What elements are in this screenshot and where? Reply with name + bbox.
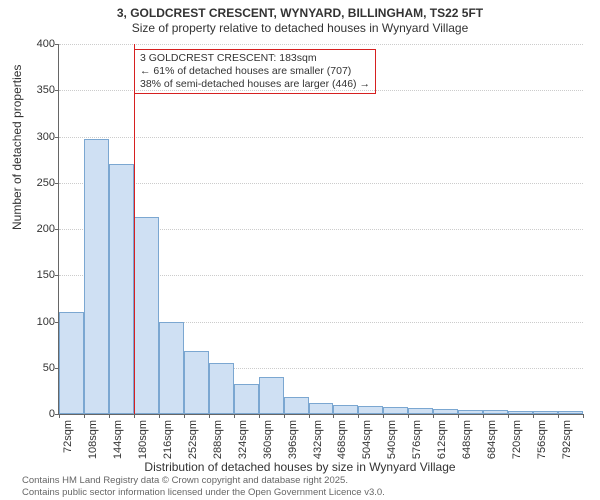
page-title-line2: Size of property relative to detached ho… (0, 20, 600, 35)
histogram-bar (109, 164, 134, 414)
gridline (59, 183, 583, 184)
histogram-bar (333, 405, 358, 414)
x-tick-mark (483, 414, 484, 418)
histogram-bar (358, 406, 383, 414)
x-tick-label: 396sqm (287, 420, 299, 459)
x-tick-label: 720sqm (511, 420, 523, 459)
x-tick-label: 252sqm (187, 420, 199, 459)
x-tick-mark (309, 414, 310, 418)
footer: Contains HM Land Registry data © Crown c… (22, 475, 385, 498)
y-tick-label: 150 (37, 269, 59, 281)
histogram-bar (134, 217, 159, 414)
histogram-bar (209, 363, 234, 414)
x-tick-label: 612sqm (436, 420, 448, 459)
histogram-bar (284, 397, 309, 414)
y-axis-label: Number of detached properties (10, 65, 24, 230)
page-title-line1: 3, GOLDCREST CRESCENT, WYNYARD, BILLINGH… (0, 0, 600, 20)
x-tick-mark (234, 414, 235, 418)
x-tick-label: 288sqm (212, 420, 224, 459)
x-tick-mark (184, 414, 185, 418)
x-tick-label: 792sqm (561, 420, 573, 459)
y-tick-label: 400 (37, 38, 59, 50)
x-tick-mark (134, 414, 135, 418)
y-tick-label: 0 (49, 408, 59, 420)
x-tick-label: 360sqm (262, 420, 274, 459)
x-tick-label: 468sqm (336, 420, 348, 459)
histogram-bar (383, 407, 408, 414)
x-tick-mark (558, 414, 559, 418)
x-tick-label: 504sqm (361, 420, 373, 459)
x-tick-mark (109, 414, 110, 418)
histogram-bar (533, 411, 558, 414)
histogram-bar (408, 408, 433, 414)
x-tick-mark (209, 414, 210, 418)
x-tick-mark (159, 414, 160, 418)
y-tick-label: 250 (37, 177, 59, 189)
annotation-box: 3 GOLDCREST CRESCENT: 183sqm ← 61% of de… (134, 49, 376, 94)
chart-container: 3, GOLDCREST CRESCENT, WYNYARD, BILLINGH… (0, 0, 600, 500)
x-tick-mark (433, 414, 434, 418)
x-tick-mark (583, 414, 584, 418)
y-tick-label: 350 (37, 84, 59, 96)
reference-line (134, 44, 135, 414)
x-tick-label: 324sqm (237, 420, 249, 459)
x-tick-label: 72sqm (62, 420, 74, 453)
histogram-bar (184, 351, 209, 414)
x-tick-mark (259, 414, 260, 418)
x-tick-mark (84, 414, 85, 418)
y-tick-label: 200 (37, 223, 59, 235)
x-tick-mark (284, 414, 285, 418)
y-tick-label: 100 (37, 316, 59, 328)
x-tick-label: 108sqm (87, 420, 99, 459)
histogram-bar (234, 384, 259, 414)
x-tick-label: 648sqm (461, 420, 473, 459)
histogram-bar (259, 377, 284, 414)
x-tick-mark (59, 414, 60, 418)
x-tick-label: 684sqm (486, 420, 498, 459)
histogram-bar (483, 410, 508, 414)
gridline (59, 137, 583, 138)
x-tick-mark (533, 414, 534, 418)
chart-area: 3 GOLDCREST CRESCENT: 183sqm ← 61% of de… (58, 44, 582, 414)
annotation-line1: 3 GOLDCREST CRESCENT: 183sqm (140, 52, 370, 65)
histogram-bar (558, 411, 583, 414)
histogram-bar (84, 139, 109, 414)
x-tick-mark (333, 414, 334, 418)
x-tick-label: 540sqm (386, 420, 398, 459)
histogram-bar (433, 409, 458, 414)
histogram-bar (508, 411, 533, 414)
gridline (59, 44, 583, 45)
y-tick-label: 300 (37, 131, 59, 143)
histogram-bar (59, 312, 84, 414)
plot-region: 3 GOLDCREST CRESCENT: 183sqm ← 61% of de… (58, 44, 583, 415)
x-axis-label: Distribution of detached houses by size … (0, 460, 600, 474)
footer-line1: Contains HM Land Registry data © Crown c… (22, 475, 385, 486)
annotation-line2: ← 61% of detached houses are smaller (70… (140, 65, 370, 78)
x-tick-label: 180sqm (137, 420, 149, 459)
histogram-bar (159, 322, 184, 415)
x-tick-label: 756sqm (536, 420, 548, 459)
x-tick-label: 576sqm (411, 420, 423, 459)
gridline (59, 90, 583, 91)
x-tick-label: 216sqm (162, 420, 174, 459)
x-tick-mark (458, 414, 459, 418)
x-tick-mark (408, 414, 409, 418)
histogram-bar (458, 410, 483, 414)
x-tick-label: 432sqm (312, 420, 324, 459)
x-tick-mark (508, 414, 509, 418)
histogram-bar (309, 403, 334, 414)
x-tick-label: 144sqm (112, 420, 124, 459)
y-tick-label: 50 (43, 362, 59, 374)
x-tick-mark (358, 414, 359, 418)
footer-line2: Contains public sector information licen… (22, 487, 385, 498)
x-tick-mark (383, 414, 384, 418)
